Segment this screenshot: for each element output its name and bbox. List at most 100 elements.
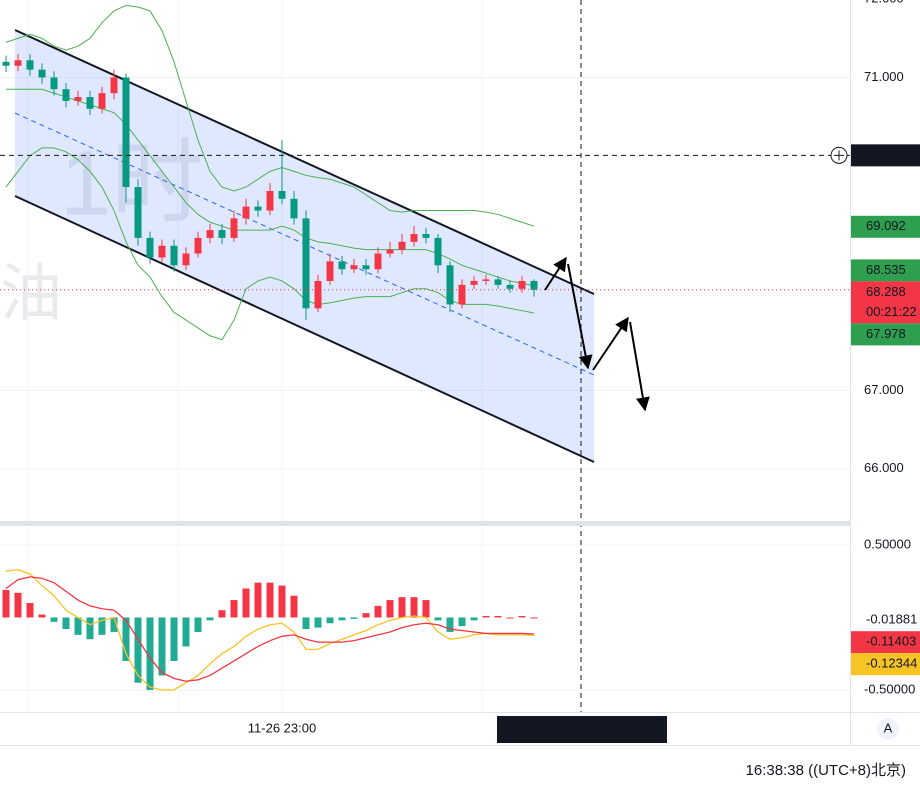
arrow — [592, 316, 629, 371]
candle-body — [14, 60, 22, 66]
y-tick-label: 71.000 — [864, 69, 904, 84]
macd-histogram-bar — [458, 617, 466, 627]
macd-histogram-bar — [518, 616, 526, 618]
scale-button-label[interactable]: A — [884, 720, 893, 735]
macd-histogram-bar — [482, 616, 490, 618]
macd-histogram-bar — [254, 582, 262, 618]
candle-body — [146, 237, 154, 258]
price-badge-bg — [851, 281, 920, 324]
macd-histogram-bar — [530, 617, 538, 619]
macd-histogram-bar — [350, 617, 358, 619]
macd-histogram-bar — [386, 600, 394, 618]
candle-body — [374, 253, 382, 270]
macd-histogram-bar — [38, 614, 46, 618]
candle-body — [410, 234, 418, 242]
scale-button-bg[interactable] — [877, 718, 899, 740]
watermark-symbol: 原油 — [0, 259, 62, 328]
arrows — [544, 256, 650, 412]
candle-body — [314, 280, 322, 309]
price-badge: 00:21:22 — [866, 304, 917, 319]
candle-body — [242, 206, 250, 219]
macd-histogram-bar — [182, 617, 190, 647]
macd-histogram-bar — [278, 585, 286, 618]
macd-histogram-bar — [146, 617, 154, 690]
candle-body — [110, 77, 118, 94]
macd-histogram-bar — [374, 605, 382, 618]
macd-histogram-bar — [290, 595, 298, 618]
macd-histogram-bar — [26, 602, 34, 618]
candle-body — [62, 89, 70, 101]
candle-body — [434, 237, 442, 266]
watermark-interval: 1时 — [60, 132, 203, 234]
crosshair-time: 周四 2024-11-28 22:00 — [516, 721, 647, 736]
macd-histogram-bar — [74, 617, 82, 635]
macd-histogram-bar — [410, 597, 418, 618]
candle-body — [50, 77, 58, 90]
candle-body — [326, 261, 334, 281]
x-tick-label: 11-26 23:00 — [248, 720, 316, 735]
candle-body — [266, 190, 274, 211]
macd-histogram-bar — [446, 617, 454, 632]
macd-histogram-bar — [206, 617, 214, 621]
arrow — [544, 256, 567, 291]
candle-body — [338, 261, 346, 270]
macd-histogram-bar — [266, 582, 274, 618]
candle-body — [206, 230, 214, 238]
price-badge: 68.288 — [866, 284, 906, 299]
series — [0, 4, 850, 691]
macd-badge-bg — [851, 609, 920, 632]
price-badge: 67.978 — [866, 326, 906, 341]
macd-histogram-bar — [506, 617, 514, 619]
y-tick-label: 0.50000 — [864, 536, 911, 551]
macd-line — [5, 568, 535, 691]
candle-body — [506, 284, 514, 289]
candle-body — [230, 218, 238, 238]
candle-body — [74, 97, 82, 101]
macd-line — [5, 576, 535, 682]
macd-badge: -0.11403 — [866, 634, 916, 649]
macd-badge-bg — [851, 631, 920, 654]
candle-body — [518, 280, 526, 289]
macd-histogram-bar — [230, 600, 238, 618]
band-middle — [6, 88, 535, 287]
macd-histogram-bar — [242, 588, 250, 618]
y-tick-label: -0.50000 — [864, 681, 915, 696]
pane-separator — [0, 521, 850, 526]
crosshair-price: 70.005 — [866, 147, 906, 162]
candle-body — [458, 284, 466, 305]
candle-body — [362, 265, 370, 270]
macd-histogram-bar — [110, 617, 118, 632]
candle-body — [494, 279, 502, 285]
macd-histogram-bar — [14, 592, 22, 618]
candle-body — [446, 265, 454, 305]
candle-body — [302, 218, 310, 309]
macd-histogram-bar — [338, 617, 346, 621]
crosshair-price-bg — [851, 144, 920, 167]
arrow — [567, 263, 593, 370]
candle-body — [482, 279, 490, 281]
candle-body — [218, 230, 226, 238]
candle-body — [26, 60, 34, 70]
macd-histogram-bar — [434, 617, 442, 621]
macd-histogram-bar — [50, 617, 58, 622]
price-badge-bg — [851, 259, 920, 282]
y-tick-label: 72.000 — [864, 0, 904, 6]
macd-histogram-bar — [122, 617, 130, 661]
channel-lower — [14, 195, 595, 463]
band-upper — [5, 4, 535, 227]
macd-badge-bg — [851, 653, 920, 676]
candle-body — [422, 234, 430, 238]
candle-body — [194, 237, 202, 254]
candle-body — [170, 245, 178, 266]
macd-badge: -0.01881 — [866, 612, 917, 627]
candle-body — [2, 61, 10, 66]
axes: 66.000 67.000 71.000 72.000 11-26 23:00 0.500… — [248, 0, 916, 735]
candle-body — [38, 69, 46, 78]
scale-button[interactable]: A — [877, 718, 899, 740]
macd-histogram-bar — [98, 617, 106, 635]
candle-body — [158, 245, 166, 258]
candle-body — [98, 93, 106, 109]
candle-body — [86, 97, 94, 109]
candle-body — [278, 190, 286, 199]
